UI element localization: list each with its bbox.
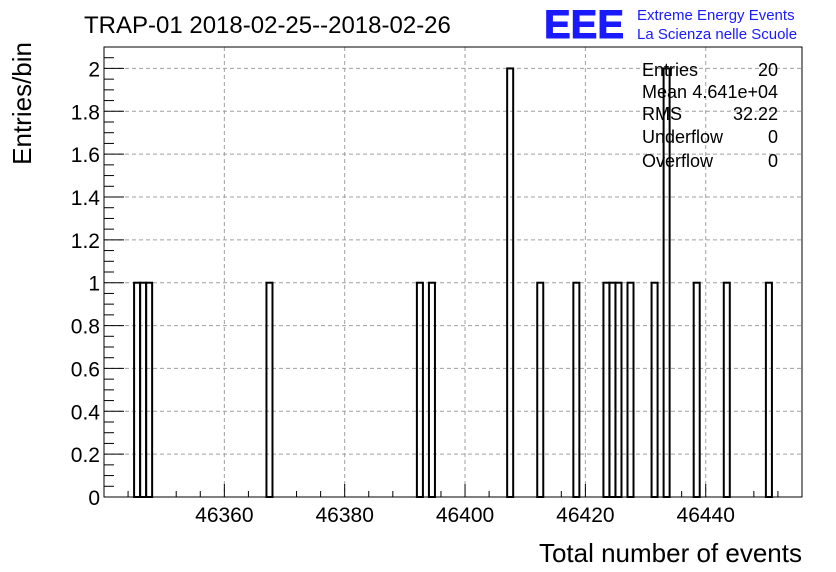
histogram-bar [427,281,436,499]
histogram-bar [614,281,623,499]
stat-value: 0 [768,151,778,171]
axis-ticks: 46360 46380 46400 46420 46440 0 0.2 0.4 0.6 0.8 1 1… [71,57,803,527]
histogram-bar [650,281,659,499]
x-tick-label: 46440 [677,504,735,527]
histogram-bar [536,281,545,499]
y-tick-label: 0.8 [71,316,100,339]
histogram-bar [415,281,424,499]
stat-label: Overflow [642,151,714,171]
y-tick-label: 0.4 [71,401,101,424]
y-tick-label: 1 [88,273,100,296]
stats-box: Entries 20 Mean 4.641e+04 RMS 32.22 Underflow 0… [642,60,778,171]
y-tick-label: 0.6 [71,358,100,381]
y-tick-label: 0.2 [71,444,100,467]
x-axis-label: Total number of events [539,538,802,568]
logo-line-2: La Scienza nelle Scuole [637,26,797,43]
histogram-bar [626,281,635,499]
stat-value: 4.641e+04 [692,82,778,102]
histogram-bar [692,281,701,499]
plot-frame [103,46,803,498]
y-tick-label: 1.8 [71,101,100,124]
stat-value: 32.22 [733,104,778,124]
chart-title: TRAP-01 2018-02-25--2018-02-26 [84,12,451,39]
y-tick-label: 1.6 [71,144,100,167]
stat-label: Underflow [642,127,724,147]
histogram-bar [764,281,773,499]
x-tick-label: 46420 [556,504,614,527]
y-tick-label: 0 [88,487,100,510]
y-tick-label: 1.4 [71,187,101,210]
y-axis-label: Entries/bin [7,42,37,165]
stat-label: Mean [642,82,687,102]
histogram [133,67,773,499]
logo-line-1: Extreme Energy Events [637,7,795,24]
x-tick-label: 46360 [195,504,253,527]
stat-value: 20 [758,60,778,80]
stat-label: Entries [642,60,698,80]
eee-logo: EEE Extreme Energy Events La Scienza nel… [544,3,798,48]
histogram-bar [265,281,274,499]
x-tick-label: 46380 [315,504,373,527]
histogram-bar [722,281,731,499]
stat-label: RMS [642,104,682,124]
x-tick-label: 46400 [436,504,494,527]
y-tick-label: 2 [88,58,100,81]
logo-mark: EEE [544,3,624,47]
histogram-bar [572,281,581,499]
grid [104,47,802,497]
histogram-bar [145,281,154,499]
y-tick-label: 1.2 [71,230,100,253]
stat-value: 0 [768,127,778,147]
